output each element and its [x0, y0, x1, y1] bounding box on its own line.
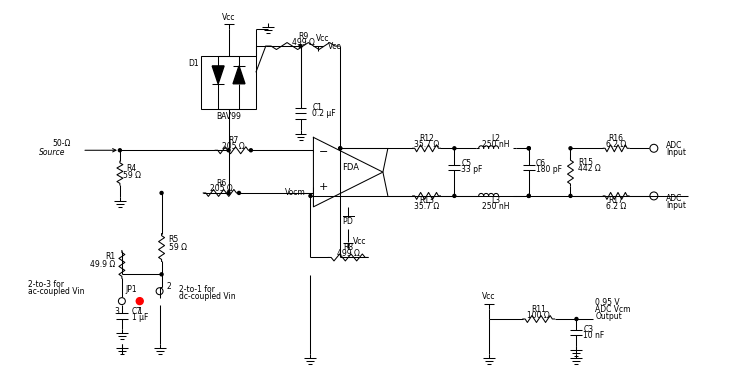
Text: 180 pF: 180 pF: [536, 165, 562, 174]
Text: R17: R17: [608, 196, 624, 206]
Circle shape: [227, 191, 230, 194]
Text: C3: C3: [583, 325, 594, 334]
Text: D1: D1: [189, 59, 199, 68]
Text: L2: L2: [491, 134, 501, 143]
Text: 49.9 Ω: 49.9 Ω: [90, 260, 115, 269]
Circle shape: [299, 45, 302, 47]
Text: $\overline{\rm PD}$: $\overline{\rm PD}$: [342, 216, 354, 228]
Text: L3: L3: [491, 196, 501, 206]
Circle shape: [160, 191, 163, 194]
Text: 2-to-3 for: 2-to-3 for: [27, 280, 64, 289]
Circle shape: [569, 147, 572, 150]
Text: ADC: ADC: [665, 194, 682, 203]
Text: ADC: ADC: [665, 141, 682, 150]
Circle shape: [339, 147, 342, 150]
Text: Vcc: Vcc: [482, 292, 496, 301]
Text: Vcc: Vcc: [316, 34, 329, 43]
Circle shape: [339, 147, 342, 150]
Text: R12: R12: [419, 134, 434, 143]
Text: 35.7 Ω: 35.7 Ω: [414, 202, 439, 211]
Circle shape: [528, 147, 531, 150]
Text: R15: R15: [579, 158, 594, 167]
Text: 6.2 Ω: 6.2 Ω: [606, 140, 626, 149]
Text: 499 Ω: 499 Ω: [291, 37, 314, 47]
Circle shape: [160, 273, 163, 276]
Text: BAV99: BAV99: [216, 112, 241, 121]
Text: C1: C1: [313, 103, 322, 112]
Text: 50-Ω: 50-Ω: [52, 139, 70, 148]
Circle shape: [569, 194, 572, 197]
Text: R8: R8: [343, 243, 353, 252]
Circle shape: [250, 149, 253, 152]
Circle shape: [528, 194, 531, 197]
Text: ADC Vcm: ADC Vcm: [595, 305, 631, 313]
Circle shape: [309, 194, 312, 197]
Polygon shape: [212, 66, 224, 84]
Text: R6: R6: [216, 178, 226, 187]
Text: 1 μF: 1 μF: [132, 312, 148, 322]
Text: FDA: FDA: [342, 162, 359, 172]
Text: C5: C5: [462, 159, 471, 168]
Text: R11: R11: [531, 305, 546, 313]
Circle shape: [453, 194, 456, 197]
Text: R9: R9: [298, 32, 308, 41]
Text: 33 pF: 33 pF: [462, 165, 482, 174]
Text: ac-coupled Vin: ac-coupled Vin: [27, 287, 84, 296]
Circle shape: [238, 191, 241, 194]
Text: 0.95 V: 0.95 V: [595, 298, 620, 306]
Text: 6.2 Ω: 6.2 Ω: [606, 202, 626, 211]
Text: 1: 1: [137, 306, 142, 316]
Text: 10 nF: 10 nF: [583, 331, 605, 340]
Circle shape: [227, 149, 230, 152]
Circle shape: [575, 318, 578, 321]
Text: 2-to-1 for: 2-to-1 for: [179, 285, 216, 294]
Text: R1: R1: [104, 252, 115, 261]
Text: 2: 2: [167, 282, 171, 291]
Circle shape: [119, 149, 122, 152]
Text: C7: C7: [132, 306, 142, 316]
Text: R7: R7: [228, 136, 238, 145]
Text: dc-coupled Vin: dc-coupled Vin: [179, 292, 236, 301]
Text: 499 Ω: 499 Ω: [336, 249, 359, 258]
Text: +: +: [319, 182, 328, 192]
Text: 0.2 μF: 0.2 μF: [313, 109, 336, 118]
Text: 3: 3: [114, 306, 119, 316]
Text: Input: Input: [665, 148, 685, 157]
Text: Vocm: Vocm: [285, 188, 305, 197]
Text: 100 Ω: 100 Ω: [528, 311, 550, 319]
Text: Output: Output: [595, 312, 622, 321]
Text: Vcc: Vcc: [222, 13, 236, 22]
Text: 250 nH: 250 nH: [482, 202, 510, 211]
Text: 250 nH: 250 nH: [482, 140, 510, 149]
Circle shape: [528, 194, 531, 197]
Bar: [202, 56, 256, 109]
Text: 59 Ω: 59 Ω: [168, 243, 187, 252]
Text: 205 Ω: 205 Ω: [222, 142, 245, 151]
Text: R16: R16: [608, 134, 624, 143]
Text: R5: R5: [168, 235, 179, 244]
Text: Vcc: Vcc: [353, 237, 367, 246]
Text: 442 Ω: 442 Ω: [579, 164, 601, 173]
Text: JP1: JP1: [125, 285, 136, 294]
Text: R4: R4: [127, 164, 137, 173]
Circle shape: [453, 147, 456, 150]
Text: Input: Input: [665, 201, 685, 210]
Text: R13: R13: [419, 196, 434, 206]
Text: 35.7 Ω: 35.7 Ω: [414, 140, 439, 149]
Text: C6: C6: [536, 159, 546, 168]
Text: Vcc: Vcc: [328, 42, 342, 50]
Polygon shape: [233, 66, 245, 84]
Circle shape: [528, 147, 531, 150]
Text: −: −: [319, 147, 328, 157]
Text: Source: Source: [39, 148, 65, 157]
Text: 59 Ω: 59 Ω: [123, 171, 141, 180]
Text: 205 Ω: 205 Ω: [210, 184, 233, 193]
Circle shape: [136, 298, 143, 305]
